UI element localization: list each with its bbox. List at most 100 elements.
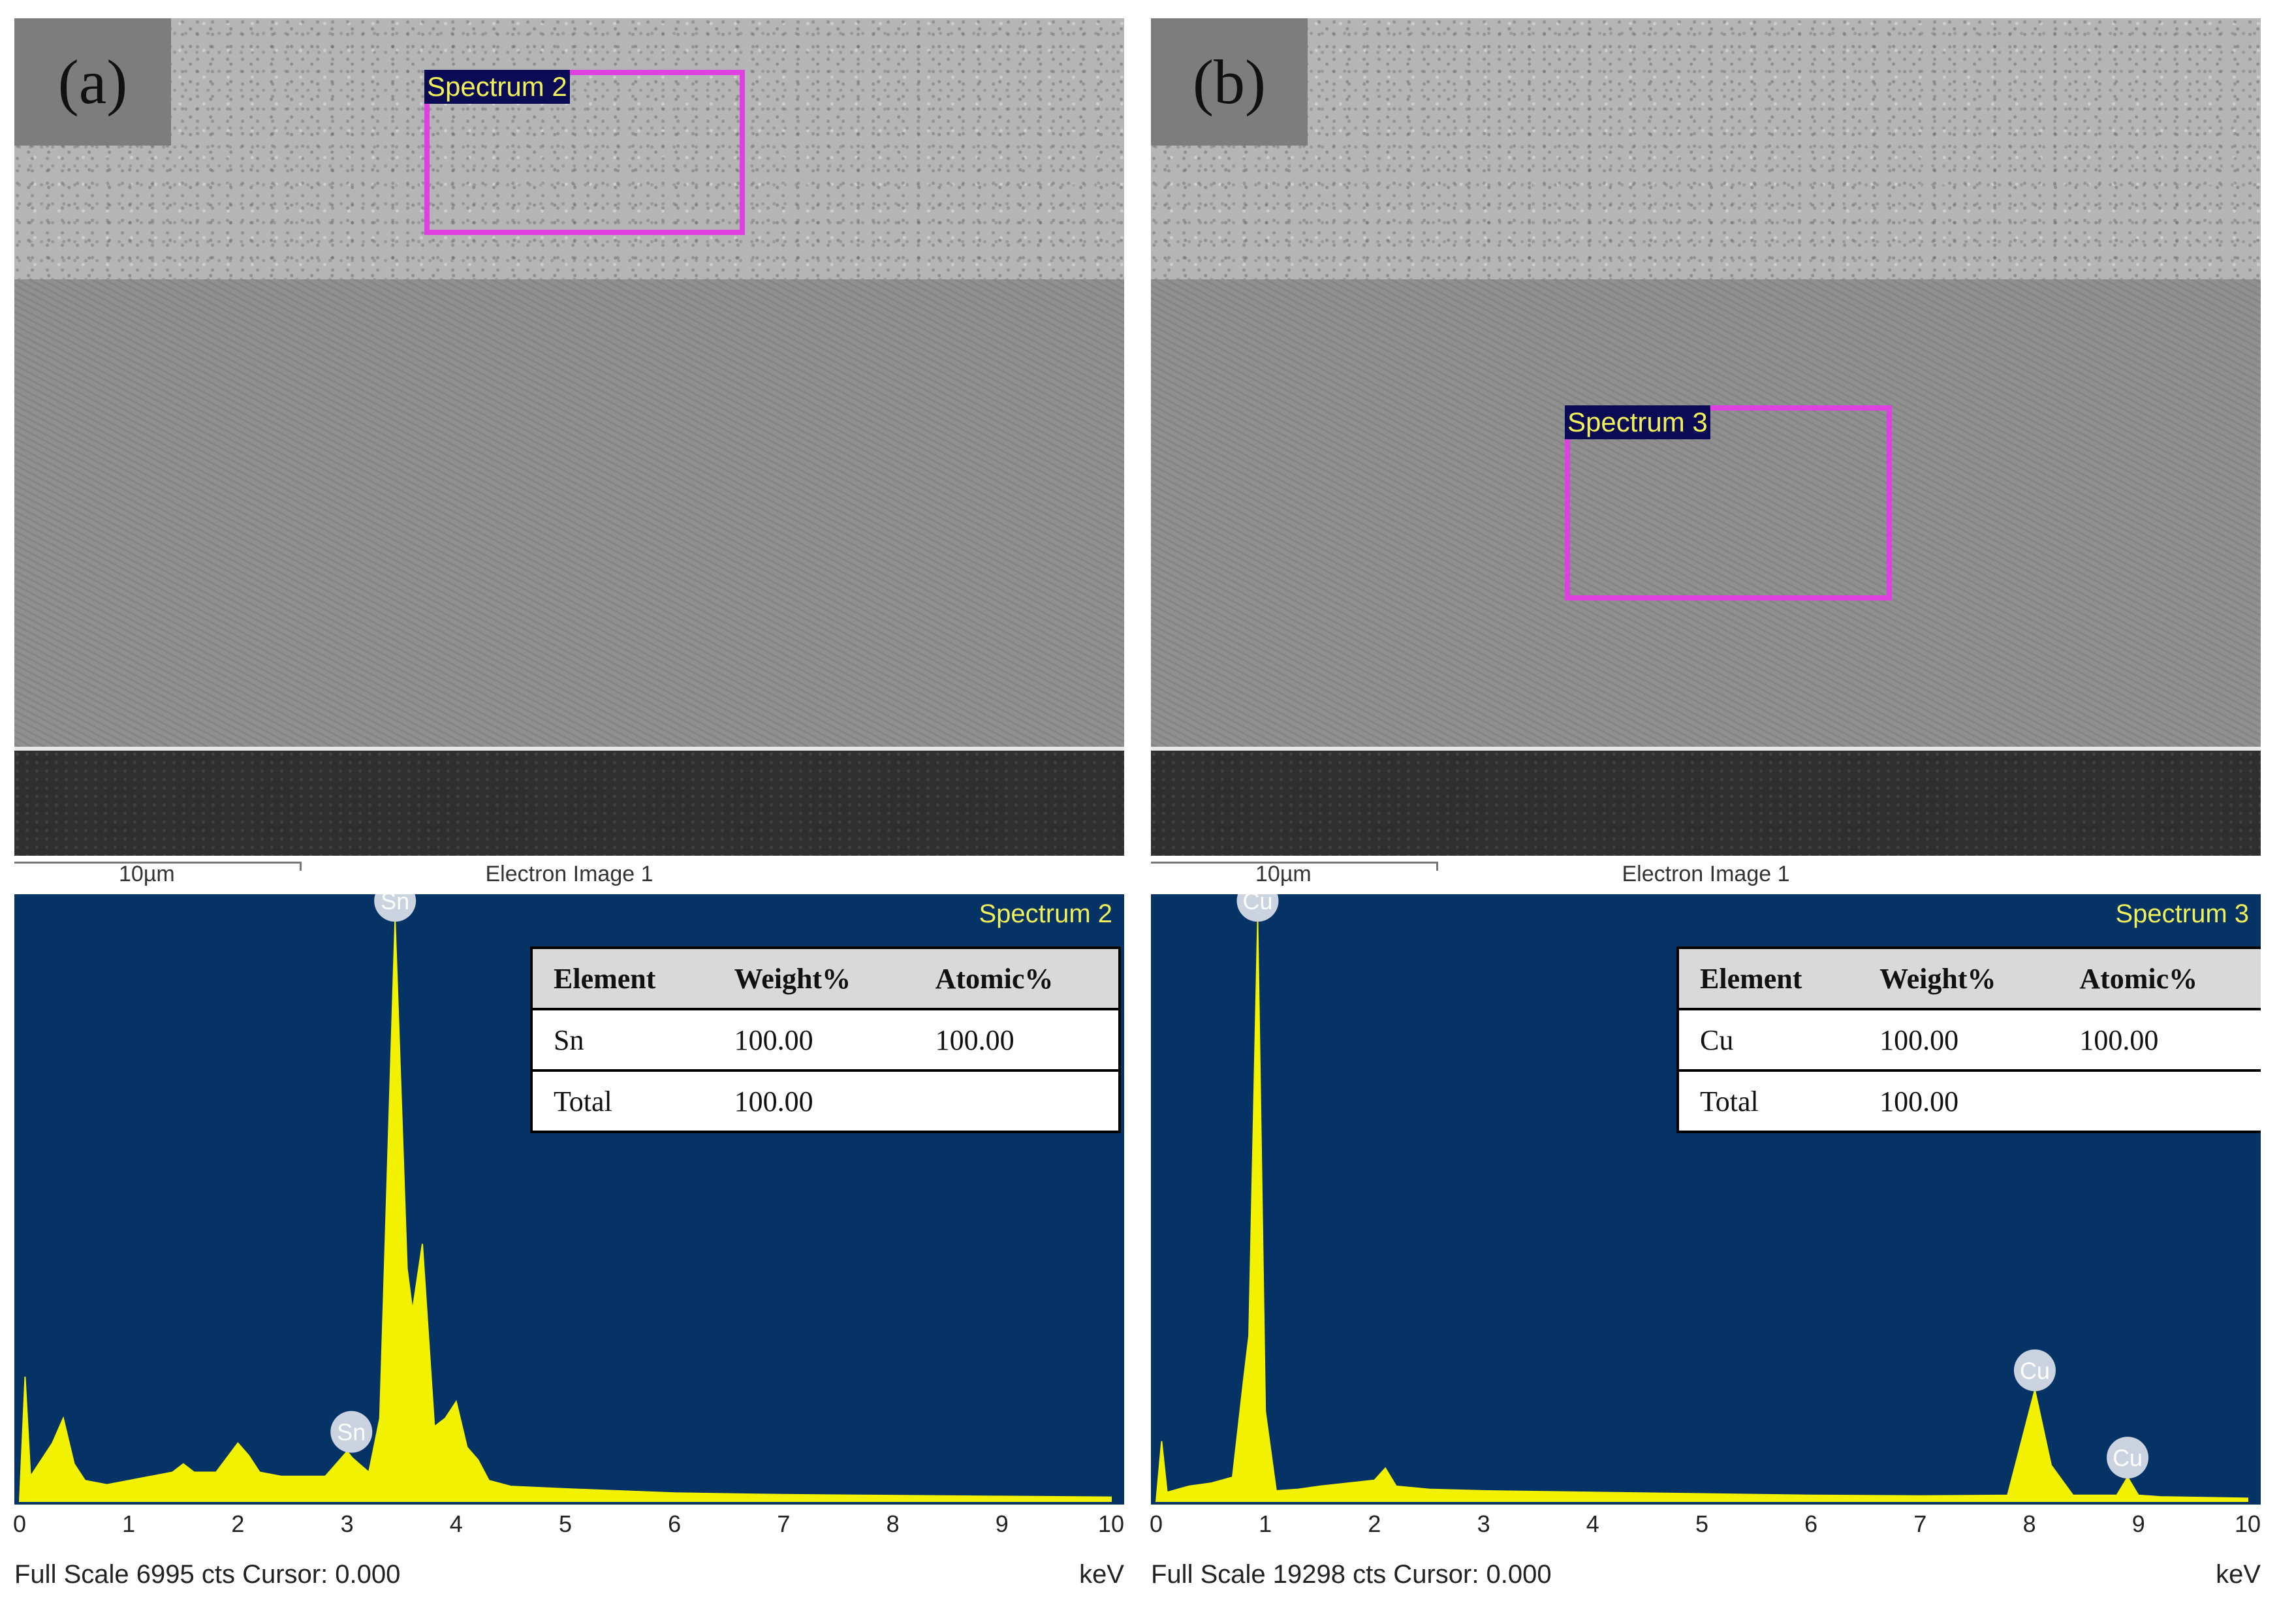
x-tick-label: 3 (340, 1510, 354, 1537)
copper-layer (14, 279, 1124, 765)
composition-table: Element Weight% Atomic% Sn 100.00 100.00… (530, 946, 1121, 1133)
table-header-row: Element Weight% Atomic% (531, 948, 1120, 1009)
peak-marker: Sn (374, 894, 417, 922)
table-cell: 100.00 (1879, 1023, 1959, 1056)
image-title: Electron Image 1 (1622, 862, 1790, 886)
x-tick-label: 8 (886, 1510, 900, 1537)
panel-b: (b) Spectrum 3 10µm Electron Image 1 Cu C… (1149, 0, 2274, 1624)
peak-marker: Sn (330, 1411, 373, 1453)
spectrum-name: Spectrum 2 (979, 899, 1112, 928)
table-cell: Cu (1700, 1023, 1734, 1056)
interface-line (14, 747, 1124, 751)
scale-text: 10µm (119, 862, 175, 886)
x-tick-label: 9 (2131, 1510, 2145, 1537)
peak-marker: Cu (1236, 894, 1279, 922)
x-tick-label: 7 (1913, 1510, 1927, 1537)
spectrum-region-box[interactable]: Spectrum 3 (1565, 405, 1892, 601)
table-cell: Sn (554, 1023, 584, 1056)
x-tick-label: 6 (668, 1510, 682, 1537)
peak-label: Cu (2020, 1357, 2050, 1384)
table-cell: 100.00 (2079, 1023, 2159, 1056)
x-tick-label: 0 (1149, 1510, 1163, 1537)
x-axis-ticks: 0 1 2 3 4 5 6 7 8 9 10 (1149, 1508, 2274, 1547)
panel-tag: (a) (14, 18, 171, 146)
table-row: Cu 100.00 100.00 (1678, 1009, 2261, 1070)
x-tick-label: 10 (2234, 1510, 2261, 1537)
table-cell: 100.00 (935, 1023, 1014, 1056)
table-header: Atomic% (2058, 948, 2261, 1009)
axis-unit: keV (1079, 1560, 1124, 1589)
peak-label: Cu (2113, 1444, 2143, 1471)
spectrum-region-label: Spectrum 3 (1565, 405, 1710, 439)
full-scale-readout: Full Scale 19298 cts Cursor: 0.000 (1151, 1560, 1552, 1589)
spectrum-region-label: Spectrum 2 (424, 70, 570, 104)
substrate-layer (14, 751, 1124, 856)
image-caption: 10µm Electron Image 1 (14, 856, 1124, 890)
spectrum-series (18, 920, 1112, 1502)
x-tick-label: 5 (1695, 1510, 1709, 1537)
full-scale-readout: Full Scale 6995 cts Cursor: 0.000 (14, 1560, 401, 1589)
table-row: Total 100.00 (1678, 1070, 2261, 1132)
table-cell: 100.00 (734, 1023, 813, 1056)
spectrum-plot: Sn Sn (18, 894, 1112, 1502)
tin-layer (1151, 18, 2261, 279)
x-tick-label: 4 (1586, 1510, 1599, 1537)
image-title: Electron Image 1 (485, 862, 653, 886)
x-tick-label: 3 (1477, 1510, 1490, 1537)
table-cell: 100.00 (734, 1085, 813, 1117)
spectrum-plot: Cu Cu Cu (1155, 894, 2248, 1502)
composition-table: Element Weight% Atomic% Cu 100.00 100.00… (1676, 946, 2261, 1133)
panel-tag: (b) (1151, 18, 1308, 146)
table-cell: 100.00 (1879, 1085, 1959, 1117)
peak-marker: Cu (2013, 1349, 2056, 1392)
x-tick-label: 1 (1259, 1510, 1272, 1537)
spectrum-footer: Full Scale 6995 cts Cursor: 0.000 keV (14, 1560, 1124, 1599)
eds-spectrum: Cu Cu Cu Spectrum 3 Element Weight% Atomic… (1151, 894, 2261, 1505)
x-tick-label: 9 (995, 1510, 1009, 1537)
table-row: Sn 100.00 100.00 (531, 1009, 1120, 1070)
x-tick-label: 2 (231, 1510, 245, 1537)
panel-a: (a) Spectrum 2 10µm Electron Image 1 Sn S… (12, 0, 1137, 1624)
peak-label: Sn (337, 1419, 366, 1446)
electron-image: (a) Spectrum 2 (14, 18, 1124, 856)
x-tick-label: 0 (12, 1510, 27, 1537)
interface-line (1151, 747, 2261, 751)
table-cell (915, 1070, 1120, 1132)
x-tick-label: 6 (1804, 1510, 1818, 1537)
peak-label: Sn (381, 894, 409, 914)
image-caption: 10µm Electron Image 1 (1151, 856, 2261, 890)
peak-badge (330, 1411, 373, 1453)
x-tick-label: 4 (449, 1510, 463, 1537)
eds-spectrum: Sn Sn Spectrum 2 Element Weight% Atomic% … (14, 894, 1124, 1505)
peak-badge (2013, 1349, 2056, 1392)
table-header-row: Element Weight% Atomic% (1678, 948, 2261, 1009)
x-tick-label: 7 (777, 1510, 791, 1537)
peak-marker: Cu (2107, 1437, 2149, 1479)
x-tick-label: 5 (558, 1510, 573, 1537)
tin-layer (14, 18, 1124, 279)
table-header: Atomic% (914, 948, 1120, 1009)
table-header: Element (531, 948, 714, 1009)
table-cell: Total (1700, 1085, 1759, 1117)
table-header: Element (1678, 948, 1859, 1009)
spectrum-footer: Full Scale 19298 cts Cursor: 0.000 keV (1151, 1560, 2261, 1599)
x-tick-label: 2 (1368, 1510, 1381, 1537)
x-tick-label: 8 (2022, 1510, 2036, 1537)
table-header: Weight% (1859, 948, 2059, 1009)
scale-text: 10µm (1255, 862, 1312, 886)
spectrum-region-box[interactable]: Spectrum 2 (424, 70, 745, 235)
x-axis-ticks: 0 1 2 3 4 5 6 7 8 9 10 (12, 1508, 1137, 1547)
scale-bar (14, 862, 302, 871)
substrate-layer (1151, 751, 2261, 856)
peak-badge (2107, 1437, 2149, 1479)
spectrum-name: Spectrum 3 (2115, 899, 2249, 928)
copper-layer (1151, 279, 2261, 765)
peak-badge (374, 894, 417, 922)
table-cell: Total (554, 1085, 612, 1117)
electron-image: (b) Spectrum 3 (1151, 18, 2261, 856)
peak-label: Cu (1242, 894, 1272, 914)
table-header: Weight% (713, 948, 915, 1009)
table-row: Total 100.00 (531, 1070, 1120, 1132)
table-cell (2058, 1070, 2261, 1132)
x-tick-label: 1 (122, 1510, 136, 1537)
